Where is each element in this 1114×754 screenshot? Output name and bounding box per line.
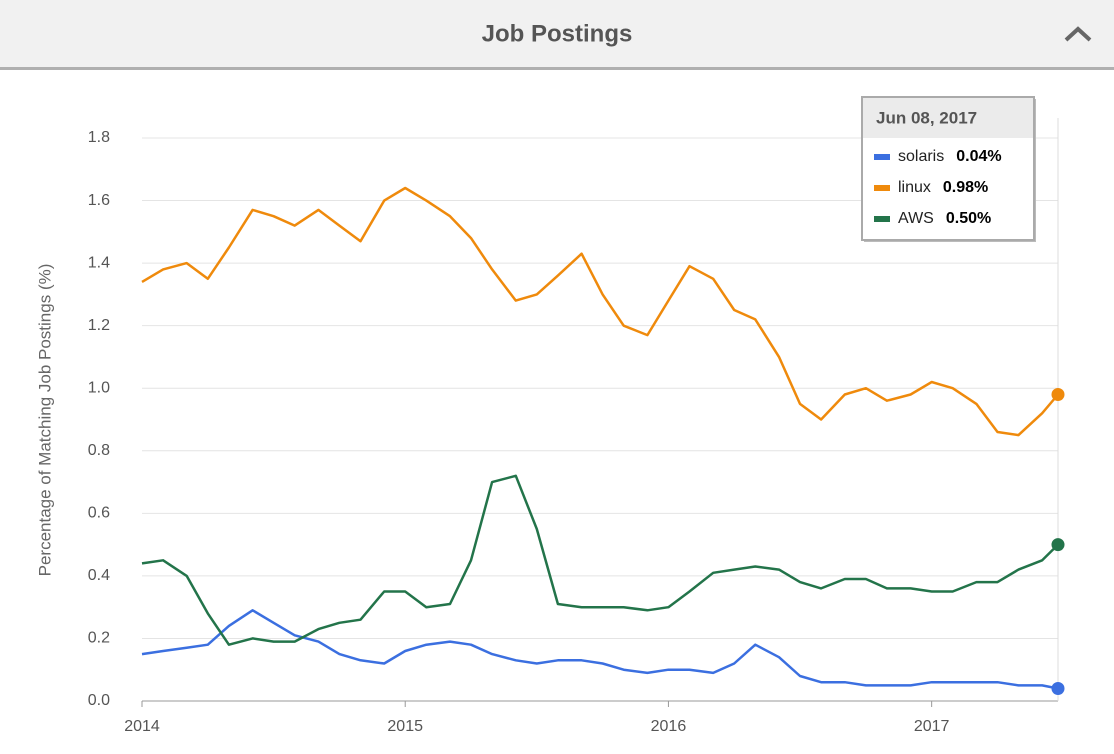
tooltip-value: 0.50%: [946, 210, 991, 227]
y-tick-label: 0.6: [88, 505, 110, 522]
hover-point: [1051, 681, 1065, 695]
hover-point: [1051, 387, 1065, 401]
x-tick-label: 2015: [387, 718, 423, 735]
header: [0, 0, 1114, 68]
tooltip-value: 0.98%: [943, 179, 988, 196]
tooltip-series-name: solaris: [898, 148, 944, 165]
y-tick-label: 0.0: [88, 692, 110, 709]
tooltip-value: 0.04%: [956, 148, 1001, 165]
y-tick-label: 1.4: [88, 254, 110, 271]
tooltip-swatch: [874, 154, 890, 160]
y-tick-label: 0.8: [88, 442, 110, 459]
y-tick-label: 0.2: [88, 630, 110, 647]
tooltip-header: [863, 98, 1033, 138]
x-tick-label: 2017: [914, 718, 950, 735]
hover-point: [1051, 538, 1065, 552]
y-tick-label: 0.4: [88, 567, 110, 584]
series-line: [141, 186, 1059, 437]
y-axis-label: Percentage of Matching Job Postings (%): [35, 264, 54, 577]
collapse-button[interactable]: [1064, 26, 1092, 42]
y-tick-label: 1.6: [88, 192, 110, 209]
series-line: [141, 609, 1059, 690]
tooltip-title: Jun 08, 2017: [876, 108, 977, 127]
tooltip-swatch: [874, 185, 890, 191]
y-tick-label: 1.2: [88, 317, 110, 334]
y-tick-label: 1.8: [88, 129, 110, 146]
tooltip-series-name: AWS: [898, 210, 934, 227]
x-tick-label: 2014: [124, 718, 160, 735]
x-tick-label: 2016: [651, 718, 687, 735]
tooltip-swatch: [874, 216, 890, 222]
y-tick-label: 1.0: [88, 379, 110, 396]
header-title: Job Postings: [482, 20, 633, 47]
header-border: [0, 67, 1114, 70]
tooltip-series-name: linux: [898, 179, 931, 196]
series-line: [141, 474, 1059, 646]
